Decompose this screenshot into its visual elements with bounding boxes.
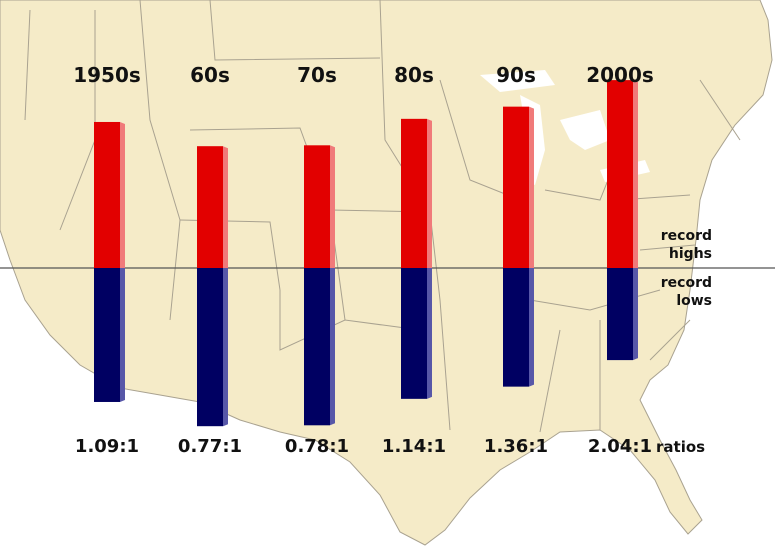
ratio-labels: 1.09:1 0.77:1 0.78:1 1.14:1 1.36:1 2.04:1 xyxy=(75,436,652,457)
decade-label: 70s xyxy=(297,63,337,87)
bar-record-lows-70s xyxy=(304,268,330,426)
ratios-label: ratios xyxy=(656,438,705,456)
legend-lows-line1: record xyxy=(661,275,712,291)
bar-record-highs-60s xyxy=(197,146,223,268)
state-border xyxy=(139,0,181,321)
state-borders xyxy=(24,0,741,433)
bar-record-lows-side-90s xyxy=(529,268,534,387)
bar-record-lows-side-1950s xyxy=(120,268,125,402)
bar-record-lows-side-70s xyxy=(330,268,335,426)
bars-layer xyxy=(94,80,638,427)
bar-record-highs-side-90s xyxy=(529,106,534,268)
bar-record-highs-side-2000s xyxy=(633,80,638,269)
decade-label: 90s xyxy=(496,63,536,87)
bar-record-highs-side-60s xyxy=(223,146,228,268)
bar-record-highs-70s xyxy=(304,145,330,268)
ratio-label: 0.78:1 xyxy=(285,436,349,457)
bar-record-lows-60s xyxy=(197,268,223,427)
bar-record-lows-2000s xyxy=(607,268,633,361)
legend-record-highs: record highs xyxy=(661,228,712,262)
ratio-label: 1.09:1 xyxy=(75,436,139,457)
decade-label: 60s xyxy=(190,63,230,87)
state-border xyxy=(24,9,31,121)
state-border xyxy=(439,299,451,431)
bar-record-lows-side-2000s xyxy=(633,268,638,361)
ratio-label: 1.36:1 xyxy=(484,436,548,457)
bar-record-highs-1950s xyxy=(94,121,120,269)
ratio-label: 1.14:1 xyxy=(382,436,446,457)
bar-record-lows-side-60s xyxy=(223,268,228,427)
legend-lows-line2: lows xyxy=(676,293,712,309)
legend-highs-line1: record xyxy=(661,228,712,244)
state-border xyxy=(649,319,691,361)
bar-record-lows-90s xyxy=(503,268,529,387)
decade-label: 1950s xyxy=(73,63,141,87)
great-lake xyxy=(480,70,555,92)
bar-record-lows-1950s xyxy=(94,268,120,402)
bar-record-highs-80s xyxy=(401,118,427,268)
decade-label: 2000s xyxy=(586,63,654,87)
bar-record-highs-2000s xyxy=(607,80,633,269)
legend-highs-line2: highs xyxy=(669,246,712,262)
decade-labels: 1950s 60s 70s 80s 90s 2000s xyxy=(73,63,654,87)
bar-record-highs-90s xyxy=(503,106,529,268)
ratio-label: 0.77:1 xyxy=(178,436,242,457)
legend-record-lows: record lows xyxy=(661,275,712,309)
ratio-label: 2.04:1 xyxy=(588,436,652,457)
state-border xyxy=(209,0,381,61)
state-border xyxy=(539,329,561,433)
bar-record-highs-side-80s xyxy=(427,118,432,268)
state-border xyxy=(639,244,696,251)
bar-record-highs-side-70s xyxy=(330,145,335,268)
bar-record-highs-side-1950s xyxy=(120,121,125,269)
bar-record-lows-80s xyxy=(401,268,427,399)
great-lake xyxy=(560,110,610,150)
state-border xyxy=(699,79,741,141)
bar-record-lows-side-80s xyxy=(427,268,432,399)
decade-label: 80s xyxy=(394,63,434,87)
